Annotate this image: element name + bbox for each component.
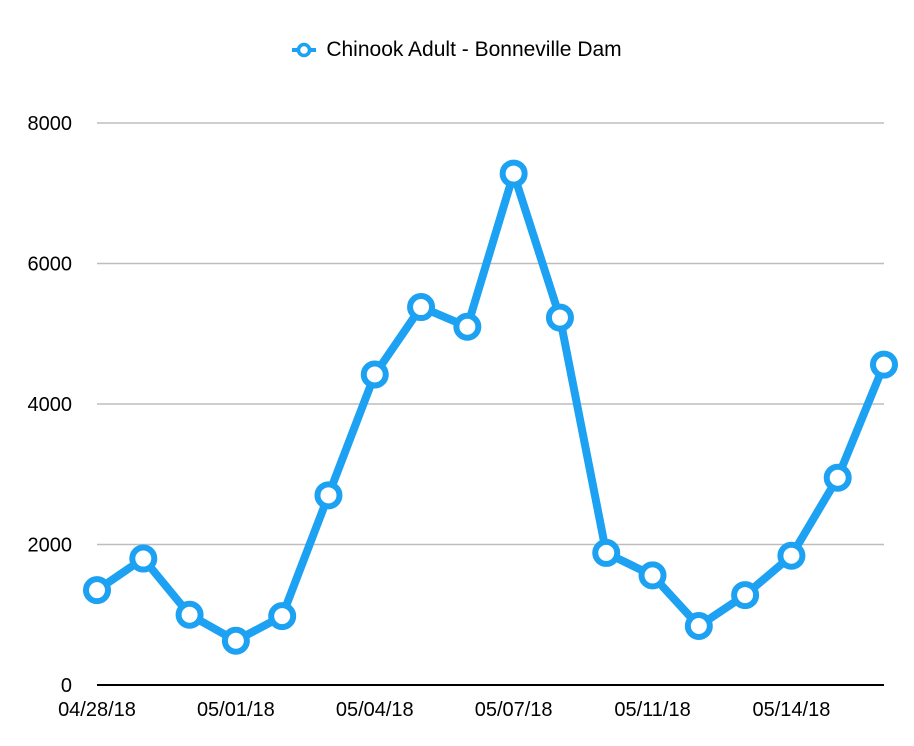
data-point	[499, 159, 528, 188]
data-point	[360, 360, 389, 389]
data-point	[823, 463, 852, 492]
series-line	[93, 169, 888, 645]
x-tick-label: 05/11/18	[614, 699, 690, 721]
legend-label: Chinook Adult - Bonneville Dam	[326, 38, 622, 61]
y-tick-labels: 0 2000 4000 6000 8000	[28, 113, 73, 697]
data-point	[638, 561, 667, 590]
x-tick-label: 04/28/18	[58, 699, 136, 721]
data-point	[175, 600, 204, 629]
data-point	[545, 303, 574, 332]
grid-lines	[97, 122, 884, 546]
legend: Chinook Adult - Bonneville Dam	[0, 38, 914, 62]
y-tick-label: 8000	[28, 113, 73, 135]
data-point	[221, 626, 250, 655]
legend-marker-icon	[292, 42, 317, 58]
y-tick-label: 2000	[28, 535, 73, 557]
data-point	[314, 481, 343, 510]
data-point	[870, 350, 898, 379]
data-point	[777, 541, 806, 570]
data-point	[453, 312, 482, 341]
y-tick-label: 4000	[28, 394, 73, 416]
y-tick-label: 0	[61, 675, 72, 697]
data-point	[407, 293, 436, 322]
data-point	[129, 544, 158, 573]
data-point	[268, 602, 297, 631]
data-point	[684, 611, 713, 640]
x-tick-label: 05/07/18	[475, 699, 553, 721]
data-points	[83, 159, 898, 655]
x-tick-label: 05/04/18	[336, 699, 414, 721]
y-tick-label: 6000	[28, 254, 73, 276]
data-point	[83, 576, 111, 605]
data-point	[731, 581, 760, 610]
x-tick-labels: 04/28/18 05/01/18 05/04/18 05/07/18 05/11/18…	[58, 699, 830, 721]
x-tick-label: 05/01/18	[197, 699, 275, 721]
x-tick-label: 05/14/18	[752, 699, 830, 721]
data-point	[592, 538, 621, 567]
